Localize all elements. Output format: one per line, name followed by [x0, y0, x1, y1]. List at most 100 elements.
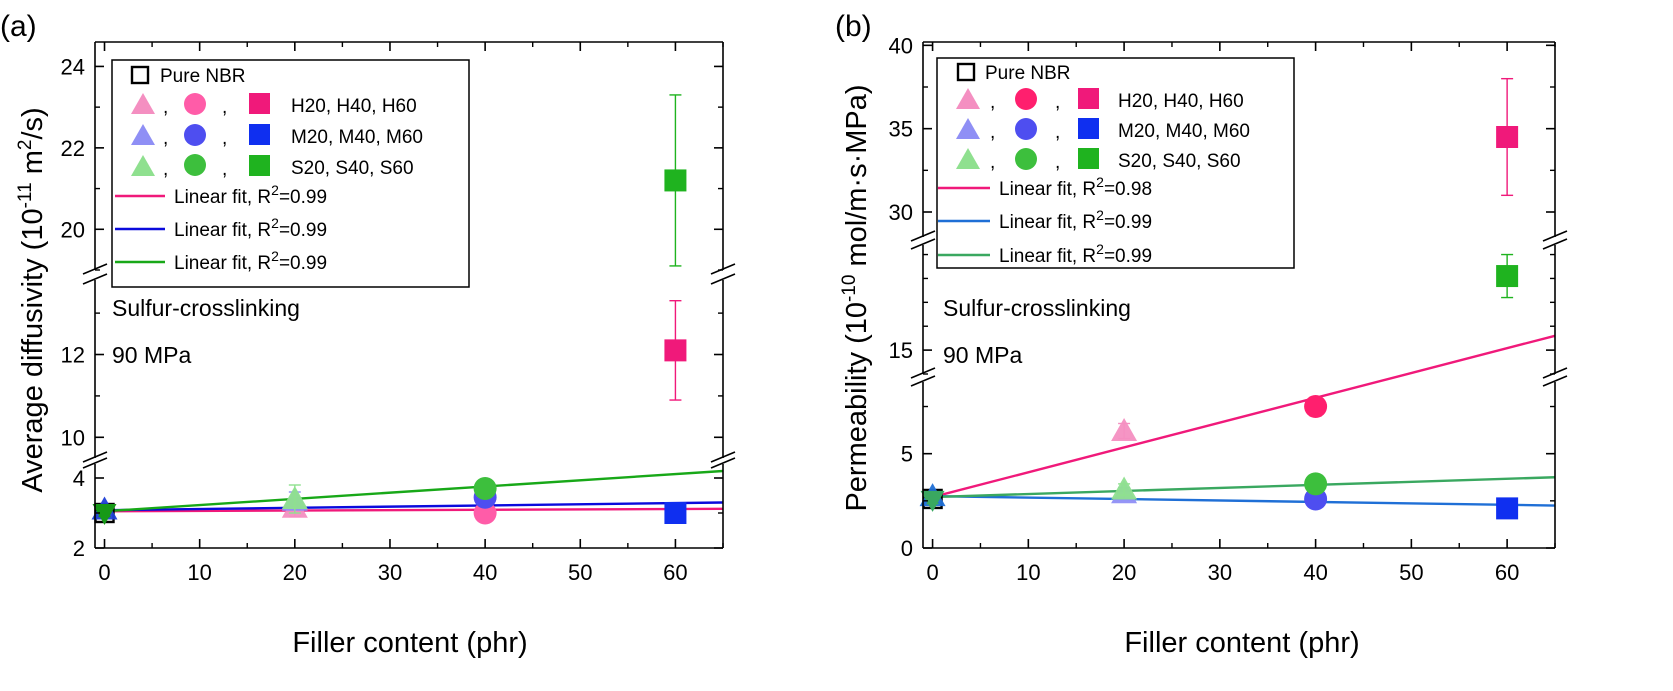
legend-h60-square-icon [249, 93, 270, 114]
svg-text:,: , [1055, 122, 1060, 143]
panel-a-data-points [91, 94, 687, 525]
a-axis-break-gap [711, 270, 735, 280]
a-fit-line-2 [104, 501, 724, 512]
a-x-tick-label: 0 [98, 560, 110, 585]
legend-b-m60-square-icon [1078, 118, 1099, 139]
panel-b: (b) 0 5 15 30 35 40 0 10 20 30 40 50 60 Pure NBR , ,… [835, 10, 1568, 659]
a-y-tick-label: 10 [61, 425, 85, 450]
a-y-tick-label: 20 [61, 217, 85, 242]
a-point-s40 [473, 477, 497, 500]
a-axis-break-mark [82, 451, 108, 463]
panel-b-annotation-crosslinking: Sulfur-crosslinking [943, 295, 1131, 321]
a-x-tick-label: 60 [663, 560, 687, 585]
legend-pure-nbr-square-icon [130, 65, 150, 85]
legend-b-h20-triangle-icon [956, 88, 980, 109]
legend-b-row-1: Pure NBR [985, 63, 1071, 84]
panel-a-x-axis-label: Filler content (phr) [292, 627, 527, 659]
svg-text:,: , [163, 128, 168, 149]
legend-b-pure-nbr-square-icon [956, 62, 976, 82]
svg-text:,: , [163, 159, 168, 180]
legend-b-fit-3: Linear fit, R2=0.99 [999, 241, 1152, 267]
a-axis-break-gap [83, 270, 107, 280]
b-x-tick-label: 40 [1303, 560, 1327, 585]
panel-b-fit-lines [932, 334, 1556, 507]
b-axis-break-mark [910, 238, 936, 250]
legend-b-s40-circle-icon [1015, 148, 1037, 170]
a-y-tick-label: 24 [61, 54, 85, 79]
a-axis-break-mark [82, 263, 108, 275]
a-axis-break-mark [710, 273, 736, 285]
b-axis-break-mark [1542, 230, 1568, 242]
b-x-tick-label: 50 [1399, 560, 1423, 585]
a-axis-break-mark [710, 451, 736, 463]
svg-text:,: , [1055, 92, 1060, 113]
panel-a-label: (a) [0, 10, 37, 43]
a-x-tick-label: 50 [568, 560, 592, 585]
legend-b-s60-square-icon [1078, 148, 1099, 169]
legend-h40-circle-icon [184, 93, 206, 115]
b-point-s20 [1111, 476, 1138, 500]
a-point-m60 [664, 502, 687, 524]
legend-m20-triangle-icon [131, 124, 155, 145]
panel-a-legend: Pure NBR , , H20, H40, H60 , , M20, M40,… [111, 59, 470, 288]
panel-b-x-axis-label: Filler content (phr) [1124, 627, 1359, 659]
a-point-s20 [281, 486, 308, 509]
b-point-h40 [1304, 395, 1328, 419]
panel-b-label: (b) [835, 10, 872, 43]
a-x-tick-label: 10 [187, 560, 211, 585]
a-point-h40 [473, 501, 497, 525]
b-x-tick-label: 20 [1112, 560, 1136, 585]
panel-a-annotation-crosslinking: Sulfur-crosslinking [112, 295, 300, 321]
a-point-s60 [664, 169, 687, 192]
b-x-tick-label: 30 [1208, 560, 1232, 585]
legend-b-fit-1: Linear fit, R2=0.98 [999, 174, 1152, 200]
legend-b-m20-triangle-icon [956, 118, 980, 139]
legend-s20-triangle-icon [131, 155, 155, 176]
legend-h20-triangle-icon [131, 93, 155, 114]
b-axis-break-gap [1543, 374, 1567, 382]
svg-text:,: , [990, 92, 995, 113]
legend-s40-circle-icon [184, 154, 206, 176]
legend-b-m40-circle-icon [1015, 118, 1037, 140]
panel-b-legend: Pure NBR , , H20, H40, H60 , , M20, M40,… [936, 57, 1295, 269]
legend-a-fit-3: Linear fit, R2=0.99 [174, 248, 327, 274]
a-y-tick-label: 4 [73, 466, 85, 491]
b-point-s60 [1496, 265, 1519, 288]
b-x-tick-label: 0 [926, 560, 938, 585]
svg-text:,: , [222, 159, 227, 180]
b-point-pure-nbr-green [920, 490, 945, 512]
legend-a-fit-2: Linear fit, R2=0.99 [174, 215, 327, 241]
b-point-h60 [1496, 126, 1519, 148]
b-axis-break-gap [911, 374, 935, 382]
b-axis-break-mark [910, 230, 936, 242]
panel-b-axes: 0 5 15 30 35 40 0 10 20 30 40 50 60 [889, 33, 1568, 585]
b-x-tick-label: 10 [1016, 560, 1040, 585]
svg-text:,: , [990, 152, 995, 173]
b-fit-line-2 [932, 494, 1556, 507]
a-fit-line-3 [104, 469, 724, 513]
b-y-tick-label: 15 [889, 338, 913, 363]
legend-a-fit-1: Linear fit, R2=0.99 [174, 182, 327, 208]
a-y-tick-label: 12 [61, 343, 85, 368]
legend-b-h40-circle-icon [1015, 88, 1037, 110]
panel-a-fit-lines [104, 469, 724, 513]
b-axis-break-mark [1542, 367, 1568, 379]
svg-text:,: , [163, 97, 168, 118]
a-x-tick-label: 30 [378, 560, 402, 585]
a-axis-break-mark [82, 273, 108, 285]
b-axis-break-mark [1542, 238, 1568, 250]
a-y-tick-label: 22 [61, 136, 85, 161]
b-y-tick-label: 0 [901, 536, 913, 561]
svg-text:,: , [222, 97, 227, 118]
b-point-m60 [1496, 497, 1519, 520]
b-fit-line-1 [932, 334, 1556, 499]
legend-b-row-2: H20, H40, H60 [1118, 91, 1244, 112]
panel-b-y-axis-label: Permeability (10-10 mol/m·s·MPa) [839, 84, 873, 511]
b-point-h20 [1111, 418, 1138, 442]
panel-b-annotation-pressure: 90 MPa [943, 342, 1022, 368]
b-axis-break-gap [1543, 237, 1567, 245]
b-axis-break-mark [1542, 375, 1568, 387]
panel-a-annotation-pressure: 90 MPa [112, 342, 191, 368]
